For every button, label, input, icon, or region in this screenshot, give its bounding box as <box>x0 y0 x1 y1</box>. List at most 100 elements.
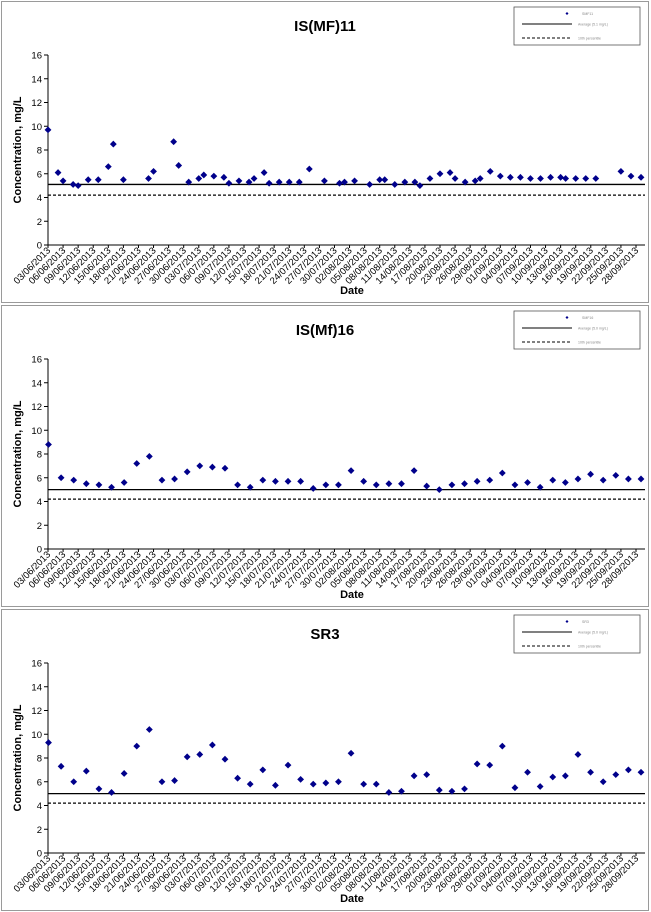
data-point <box>70 476 78 484</box>
y-axis-title: Concentration, mg/L <box>12 96 24 203</box>
data-point <box>95 481 103 489</box>
data-point <box>196 462 204 470</box>
data-point <box>366 181 374 188</box>
data-point <box>511 481 519 489</box>
data-point <box>321 177 328 185</box>
data-point <box>435 786 443 794</box>
data-point <box>498 742 506 750</box>
data-point <box>265 179 273 187</box>
data-point <box>435 486 443 494</box>
y-axis-title: Concentration, mg/L <box>12 704 24 811</box>
data-point <box>446 169 454 176</box>
data-point <box>120 479 128 486</box>
chart-title: IS(Mf)16 <box>296 322 354 339</box>
data-point <box>109 140 117 148</box>
data-point <box>547 173 554 181</box>
data-point <box>496 172 504 180</box>
y-tick-label: 14 <box>31 682 42 693</box>
data-point <box>511 784 519 792</box>
data-point <box>587 470 594 478</box>
legend-label-average: Average (5.0 mg/L) <box>578 327 608 331</box>
chart-panel-2: IS(Mf)16 SMF16 Average (5.0 mg/L) 10th perc… <box>1 305 649 607</box>
data-point <box>272 781 279 789</box>
data-point <box>246 780 254 788</box>
data-point <box>225 179 233 187</box>
y-tick-label: 0 <box>37 545 42 556</box>
data-point <box>297 775 305 783</box>
data-point <box>44 126 52 134</box>
data-point <box>461 480 468 488</box>
data-point <box>347 467 355 475</box>
data-point <box>341 178 348 186</box>
y-tick-label: 0 <box>37 241 42 252</box>
data-point <box>234 481 241 489</box>
data-point <box>284 477 292 485</box>
data-point <box>426 175 434 182</box>
data-point <box>360 477 368 485</box>
data-point <box>260 169 268 176</box>
chart-title: IS(MF)11 <box>294 18 356 35</box>
data-point <box>574 751 582 758</box>
data-point <box>322 779 330 787</box>
y-tick-label: 4 <box>37 497 42 508</box>
data-point <box>451 175 459 182</box>
data-point <box>476 175 484 182</box>
data-point <box>557 173 565 181</box>
y-tick-label: 0 <box>37 849 42 860</box>
data-point <box>398 480 405 488</box>
data-point <box>200 171 208 179</box>
data-point <box>245 178 253 186</box>
data-point <box>351 177 358 185</box>
data-point <box>506 173 514 181</box>
legend-label-percentile: 10th percentile <box>578 341 601 345</box>
data-point <box>150 167 157 175</box>
data-point <box>259 476 267 484</box>
y-tick-label: 14 <box>31 378 42 389</box>
y-tick-label: 16 <box>31 51 42 62</box>
data-point <box>372 780 380 788</box>
data-point <box>410 772 418 780</box>
data-point <box>82 480 90 488</box>
data-point <box>381 176 389 184</box>
data-point <box>295 178 303 186</box>
data-point <box>221 464 229 472</box>
data-point <box>423 771 431 779</box>
data-point <box>537 175 544 182</box>
data-point <box>158 778 166 786</box>
data-point <box>210 172 218 180</box>
data-point <box>70 778 78 786</box>
data-point <box>592 175 600 182</box>
data-point <box>376 176 384 184</box>
data-point <box>309 780 317 788</box>
data-point <box>104 163 112 171</box>
data-point <box>617 167 625 175</box>
data-point <box>582 175 590 182</box>
data-point <box>486 167 494 175</box>
data-point <box>486 476 494 484</box>
data-point <box>637 768 645 776</box>
data-point <box>599 778 607 786</box>
x-axis-title: Date <box>340 589 364 601</box>
y-tick-label: 8 <box>37 450 42 461</box>
y-tick-label: 2 <box>37 217 42 228</box>
legend-label-series: SR3 <box>582 620 589 624</box>
data-point <box>94 176 102 184</box>
y-tick-label: 2 <box>37 825 42 836</box>
data-point <box>74 182 82 190</box>
data-point <box>220 173 228 181</box>
data-point <box>309 485 317 492</box>
data-point <box>624 766 632 774</box>
data-point <box>336 179 343 187</box>
data-point <box>561 772 569 780</box>
data-point <box>461 178 469 186</box>
chart-title: SR3 <box>310 626 339 643</box>
chart-svg-2: IS(Mf)16 SMF16 Average (5.0 mg/L) 10th perc… <box>12 310 645 601</box>
y-tick-label: 10 <box>31 122 42 133</box>
legend-box <box>513 614 641 654</box>
data-point <box>175 162 183 169</box>
data-point <box>637 173 645 181</box>
data-point <box>436 170 444 178</box>
data-point <box>624 475 632 483</box>
data-point <box>498 469 506 477</box>
data-point <box>221 755 229 763</box>
